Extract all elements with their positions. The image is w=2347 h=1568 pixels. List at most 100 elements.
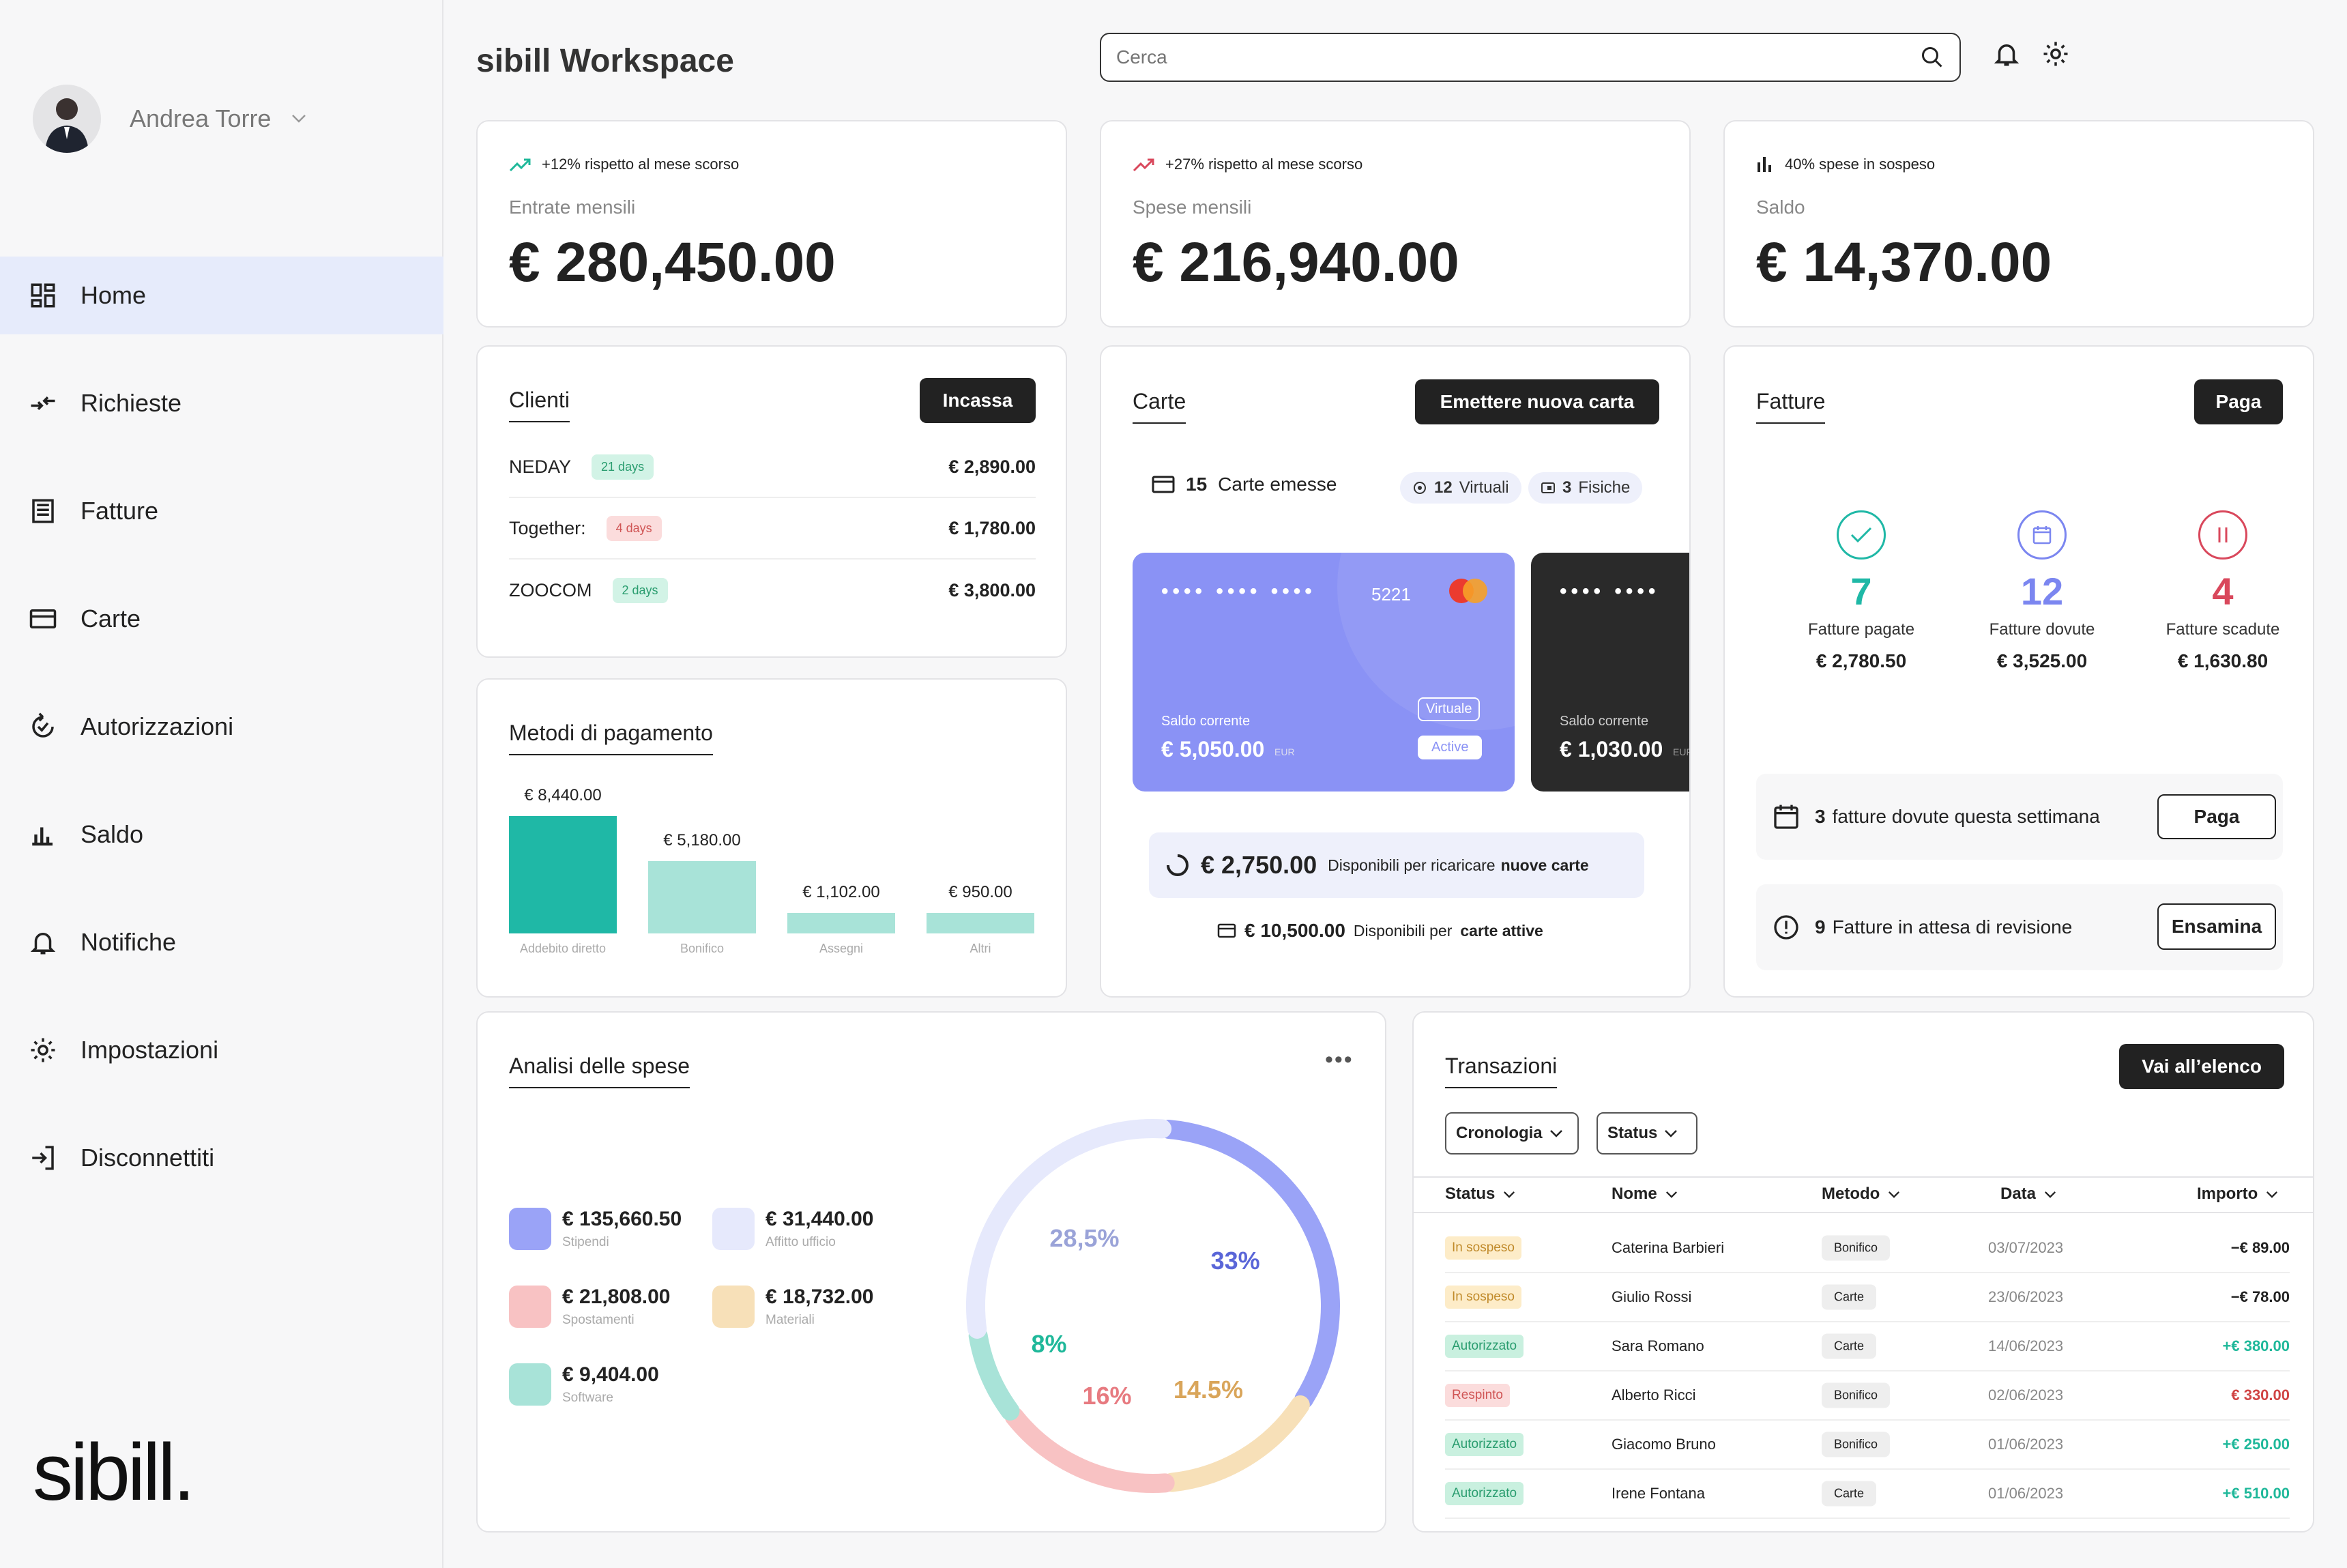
active-funds: € 10,500.00 Disponibili per carte attive <box>1217 920 1543 942</box>
review-notice: 9 Fatture in attesa di revisione Ensamin… <box>1756 884 2283 970</box>
transaction-date: 01/06/2023 <box>1988 1485 2064 1502</box>
table-row[interactable]: In sospeso Giulio Rossi Carte 23/06/2023… <box>1445 1273 2290 1322</box>
transfer-icon <box>31 396 55 410</box>
notice-text: fatture dovute questa settimana <box>1832 806 2100 827</box>
list-item[interactable]: Together: 4 days € 1,780.00 <box>509 498 1036 560</box>
column-header[interactable]: Status <box>1445 1185 1515 1204</box>
more-options-icon[interactable]: ••• <box>1325 1047 1354 1073</box>
table-row[interactable]: Autorizzato Giacomo Bruno Bonifico 01/06… <box>1445 1421 2290 1470</box>
column-header-label: Data <box>2000 1185 2037 1203</box>
authorization-icon <box>32 712 54 738</box>
spending-donut-chart <box>966 1119 1340 1493</box>
settings-gear-icon[interactable] <box>2041 40 2070 68</box>
table-row[interactable]: Autorizzato Sara Romano Carte 14/06/2023… <box>1445 1322 2290 1371</box>
status-badge: Autorizzato <box>1445 1482 1524 1505</box>
physical-label: Fisiche <box>1578 478 1631 497</box>
pay-due-button[interactable]: Paga <box>2157 794 2276 839</box>
sidebar-item-label: Autorizzazioni <box>81 712 234 740</box>
table-row[interactable]: In sospeso Caterina Barbieri Bonifico 03… <box>1445 1224 2290 1273</box>
bar-value-label: € 8,440.00 <box>524 786 602 804</box>
transaction-amount: −€ 89.00 <box>2230 1239 2290 1256</box>
bell-icon <box>30 933 56 955</box>
collect-button[interactable]: Incassa <box>920 378 1036 423</box>
transaction-name: Giacomo Bruno <box>1612 1436 1716 1453</box>
sidebar-item-impostazioni[interactable]: Impostazioni <box>0 1011 443 1089</box>
legend-value: € 31,440.00 <box>766 1208 874 1230</box>
bar-1 <box>648 861 756 933</box>
physical-card[interactable]: •••• •••• Saldo corrente € 1,030.00 EUR <box>1531 553 1689 792</box>
sidebar-item-richieste[interactable]: Richieste <box>0 364 443 442</box>
active-text-bold: carte attive <box>1460 921 1543 940</box>
legend-swatch <box>509 1363 551 1406</box>
kpi-value: € 280,450.00 <box>509 231 836 293</box>
method-badge: Bonifico <box>1822 1382 1891 1408</box>
sidebar-item-label: Carte <box>81 605 141 633</box>
virtual-card[interactable]: •••• •••• •••• 5221 Saldo corrente € 5,0… <box>1133 553 1515 792</box>
transaction-amount: +€ 380.00 <box>2222 1337 2290 1354</box>
status-filter[interactable]: Status <box>1597 1112 1697 1155</box>
legend-value: € 135,660.50 <box>562 1208 682 1230</box>
legend-swatch <box>509 1286 551 1328</box>
table-row[interactable]: Respinto Alberto Ricci Bonifico 02/06/20… <box>1445 1371 2290 1421</box>
check-icon <box>1837 510 1886 560</box>
chevron-down-icon <box>1549 1130 1562 1137</box>
invoices-paid[interactable]: 7 Fatture pagate € 2,780.50 <box>1773 510 1950 672</box>
donut-slice-2 <box>1004 1406 1175 1493</box>
issued-count: 15 <box>1186 474 1208 495</box>
status-badge: Respinto <box>1445 1384 1510 1407</box>
sidebar-item-label: Saldo <box>81 820 144 848</box>
user-menu[interactable]: Andrea Torre <box>33 85 306 153</box>
avatar <box>33 85 101 153</box>
history-filter[interactable]: Cronologia <box>1445 1112 1579 1155</box>
sidebar-item-carte[interactable]: Carte <box>0 580 443 658</box>
invoices-card: Fatture Paga 7 Fatture pagate € 2,780.50… <box>1723 345 2314 998</box>
view-list-button[interactable]: Vai all’elenco <box>2119 1044 2284 1089</box>
virtual-icon <box>1414 482 1426 494</box>
card-currency: EUR <box>1673 746 1689 757</box>
payment-methods-title: Metodi di pagamento <box>509 721 713 755</box>
column-header[interactable]: Importo <box>2197 1185 2278 1204</box>
method-badge: Bonifico <box>1822 1235 1891 1261</box>
sidebar-item-disconnettiti[interactable]: Disconnettiti <box>0 1119 443 1197</box>
invoices-overdue[interactable]: 4 Fatture scadute € 1,630.80 <box>2134 510 2312 672</box>
review-button[interactable]: Ensamina <box>2157 903 2276 950</box>
card-balance: € 1,030.00 <box>1560 737 1663 761</box>
table-row[interactable]: Autorizzato Irene Fontana Carte 01/06/20… <box>1445 1470 2290 1519</box>
sidebar-item-fatture[interactable]: Fatture <box>0 472 443 550</box>
status-badge: Autorizzato <box>1445 1335 1524 1358</box>
donut-label: 8% <box>1031 1329 1067 1358</box>
logout-icon <box>32 1146 54 1170</box>
transaction-date: 23/06/2023 <box>1988 1288 2064 1305</box>
sidebar-item-home[interactable]: Home <box>0 257 443 334</box>
payment-methods-card: Metodi di pagamento € 8,440.00 Addebito d… <box>476 678 1067 998</box>
transaction-name: Sara Romano <box>1612 1337 1704 1354</box>
invoice-count: 4 <box>2212 570 2234 613</box>
column-header[interactable]: Nome <box>1612 1185 1678 1204</box>
list-item[interactable]: ZOOCOM 2 days € 3,800.00 <box>509 560 1036 621</box>
donut-slice-0 <box>1159 1120 1340 1409</box>
pay-button[interactable]: Paga <box>2194 379 2283 424</box>
column-header[interactable]: Metodo <box>1822 1185 1900 1204</box>
search-bar[interactable] <box>1100 33 1961 82</box>
invoice-amount: € 1,630.80 <box>2177 650 2269 671</box>
topup-panel: € 2,750.00 Disponibili per ricaricare nu… <box>1149 832 1644 898</box>
invoice-count: 7 <box>1850 570 1872 613</box>
sidebar-item-label: Notifiche <box>81 928 177 956</box>
new-card-button[interactable]: Emettere nuova carta <box>1415 379 1659 424</box>
legend-value: € 18,732.00 <box>766 1286 874 1308</box>
invoices-due[interactable]: 12 Fatture dovute € 3,525.00 <box>1953 510 2131 672</box>
column-header[interactable]: Data <box>2000 1185 2056 1204</box>
transactions-title: Transazioni <box>1445 1054 1558 1088</box>
loading-icon <box>1167 854 1189 876</box>
sidebar-item-notifiche[interactable]: Notifiche <box>0 903 443 981</box>
notification-bell-icon[interactable] <box>1992 40 2021 68</box>
sidebar-item-label: Fatture <box>81 497 159 525</box>
wallet-icon <box>1541 482 1555 493</box>
sidebar-item-saldo[interactable]: Saldo <box>0 796 443 873</box>
list-item[interactable]: NEDAY 21 days € 2,890.00 <box>509 437 1036 498</box>
kpi-trend: +27% rispetto al mese scorso <box>1165 156 1363 173</box>
sidebar-item-autorizzazioni[interactable]: Autorizzazioni <box>0 688 443 766</box>
search-input[interactable] <box>1116 46 1920 68</box>
invoice-icon <box>32 499 54 523</box>
search-icon[interactable] <box>1920 45 1944 70</box>
